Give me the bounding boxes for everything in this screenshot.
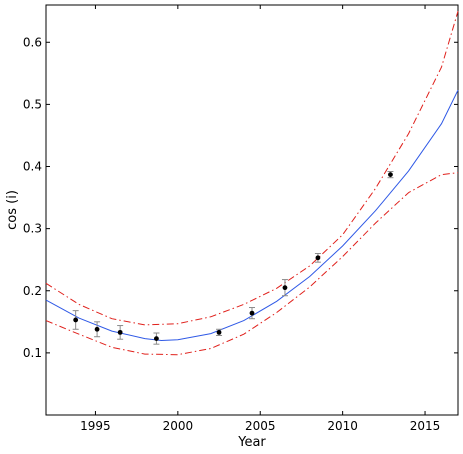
axes-layer: 1995 2000 2005 2010 2015 0.1 0.2 0.3 0.4 0.5 0.6 <box>23 5 458 433</box>
fit-line <box>45 89 459 342</box>
marker <box>216 329 222 335</box>
data-point-2 <box>94 321 101 338</box>
marker <box>117 329 123 335</box>
series-layer <box>45 11 459 356</box>
x-tick-label: 2000 <box>163 419 194 433</box>
marker <box>94 326 100 332</box>
x-axis-title: Year <box>237 435 266 450</box>
data-point-6 <box>249 307 255 320</box>
data-point-4 <box>153 332 160 345</box>
x-tick-label: 2015 <box>410 419 441 433</box>
confidence-line-2 <box>45 172 459 356</box>
marker <box>154 336 159 341</box>
data-point-5 <box>216 328 223 336</box>
confidence-line-1 <box>45 11 459 326</box>
y-tick-label: 0.3 <box>23 222 42 236</box>
points-layer <box>72 170 394 345</box>
y-axis-title: cos (i) <box>5 190 20 230</box>
marker <box>282 285 288 291</box>
data-point-8 <box>314 252 321 263</box>
marker <box>73 317 79 323</box>
plot-area <box>45 4 459 416</box>
y-tick-label: 0.4 <box>23 160 42 174</box>
y-tick-label: 0.1 <box>23 346 42 360</box>
marker <box>388 172 393 177</box>
y-tick-label: 0.5 <box>23 97 42 111</box>
data-point-1 <box>72 310 79 330</box>
data-point-7 <box>281 279 288 297</box>
data-point-9 <box>387 170 394 179</box>
y-tick-label: 0.6 <box>23 35 42 49</box>
x-tick-label: 1995 <box>80 419 111 433</box>
marker <box>315 255 321 261</box>
x-tick-label: 2010 <box>327 419 358 433</box>
x-tick-label: 2005 <box>245 419 276 433</box>
y-tick-label: 0.2 <box>23 284 42 298</box>
marker <box>249 310 255 316</box>
data-point-3 <box>117 325 124 340</box>
